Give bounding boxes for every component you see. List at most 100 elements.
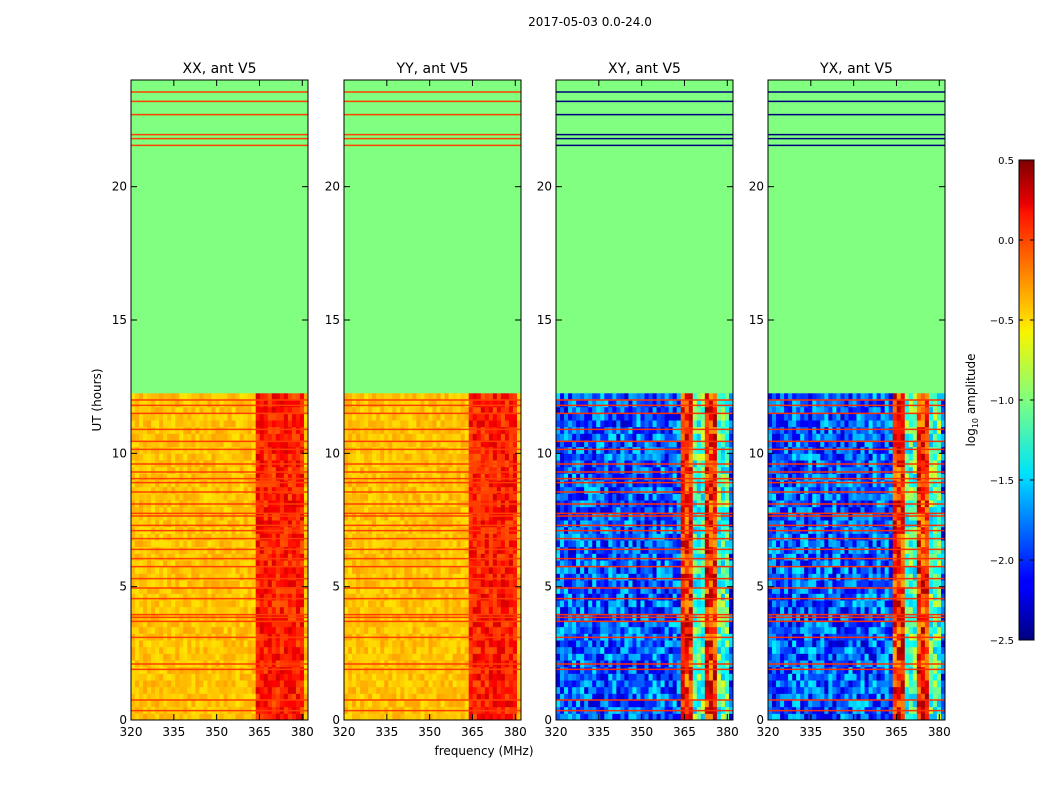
data-cell [207,700,212,708]
data-cell [416,606,421,614]
data-cell [344,626,349,634]
data-cell [432,506,438,514]
data-cell [283,400,289,408]
data-cell [396,493,401,501]
data-cell [163,533,168,541]
data-cell [167,693,172,701]
data-cell [372,546,377,554]
data-cell [183,580,188,588]
data-cell [283,593,289,601]
data-cell [464,593,470,601]
data-cell [408,620,413,628]
data-cell [171,560,176,568]
data-cell [488,133,494,141]
data-cell [360,560,365,568]
data-cell [135,593,140,601]
data-cell [396,446,401,454]
data-cell [364,446,369,454]
data-cell [436,540,442,548]
data-cell [295,640,301,648]
data-cell [163,473,168,481]
data-cell [175,700,180,708]
data-cell [444,393,450,401]
data-cell [460,413,466,421]
data-cell [291,573,297,581]
data-cell [396,466,401,474]
data-cell [380,673,385,681]
data-cell [187,420,192,428]
data-cell [215,686,220,694]
data-cell [508,580,514,588]
data-cell [460,120,466,128]
data-cell [263,673,269,681]
data-cell [476,120,482,128]
data-cell [396,646,401,654]
data-cell [480,606,486,614]
data-cell [352,126,357,134]
data-cell [235,573,241,581]
data-cell [440,453,446,461]
data-cell [303,473,309,481]
data-cell [356,580,361,588]
data-cell [388,700,393,708]
data-cell [380,426,385,434]
data-cell [428,646,433,654]
data-cell [255,433,261,441]
data-cell [179,513,184,521]
y-tick-label: 5 [119,580,127,594]
data-cell [504,433,510,441]
data-cell [508,426,514,434]
data-cell [472,453,478,461]
data-cell [348,120,353,128]
data-cell [219,493,225,501]
data-cell [135,86,140,94]
data-cell [464,480,470,488]
data-cell [287,686,293,694]
data-cell [488,140,494,148]
data-cell [504,513,510,521]
data-cell [504,693,510,701]
data-cell [279,506,285,514]
data-cell [211,640,216,648]
data-cell [484,533,490,541]
data-cell [231,580,237,588]
data-cell [492,126,498,134]
data-cell [472,433,478,441]
data-cell [500,666,506,674]
data-cell [247,406,253,414]
data-cell [488,126,494,134]
data-cell [135,686,140,694]
data-cell [452,693,458,701]
data-cell [271,506,277,514]
data-cell [219,100,225,108]
data-cell [259,400,265,408]
data-cell [131,420,136,428]
data-cell [299,666,305,674]
data-cell [155,666,160,674]
data-cell [392,566,397,574]
data-cell [131,480,136,488]
data-cell [183,560,188,568]
data-cell [492,646,498,654]
data-cell [235,453,241,461]
data-cell [199,680,204,688]
data-cell [299,86,305,94]
data-cell [263,433,269,441]
data-cell [420,713,425,721]
data-cell [239,513,245,521]
data-cell [348,620,353,628]
data-cell [480,133,486,141]
data-cell [388,133,393,141]
data-cell [171,393,176,401]
data-cell [512,586,518,594]
data-cell [436,426,442,434]
data-cell [444,560,450,568]
data-cell [191,686,196,694]
data-cell [376,473,381,481]
data-cell [484,486,490,494]
data-cell [364,393,369,401]
data-cell [283,666,289,674]
data-cell [396,606,401,614]
data-cell [271,113,277,121]
data-cell [464,466,470,474]
